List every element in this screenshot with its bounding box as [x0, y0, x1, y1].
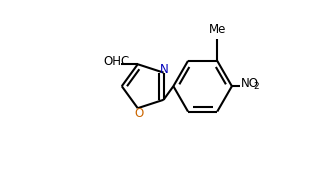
Text: OHC: OHC [103, 55, 129, 69]
Text: Me: Me [209, 23, 226, 36]
Text: 2: 2 [254, 83, 259, 92]
Text: O: O [134, 107, 143, 120]
Text: NO: NO [241, 77, 259, 90]
Text: N: N [160, 63, 169, 76]
